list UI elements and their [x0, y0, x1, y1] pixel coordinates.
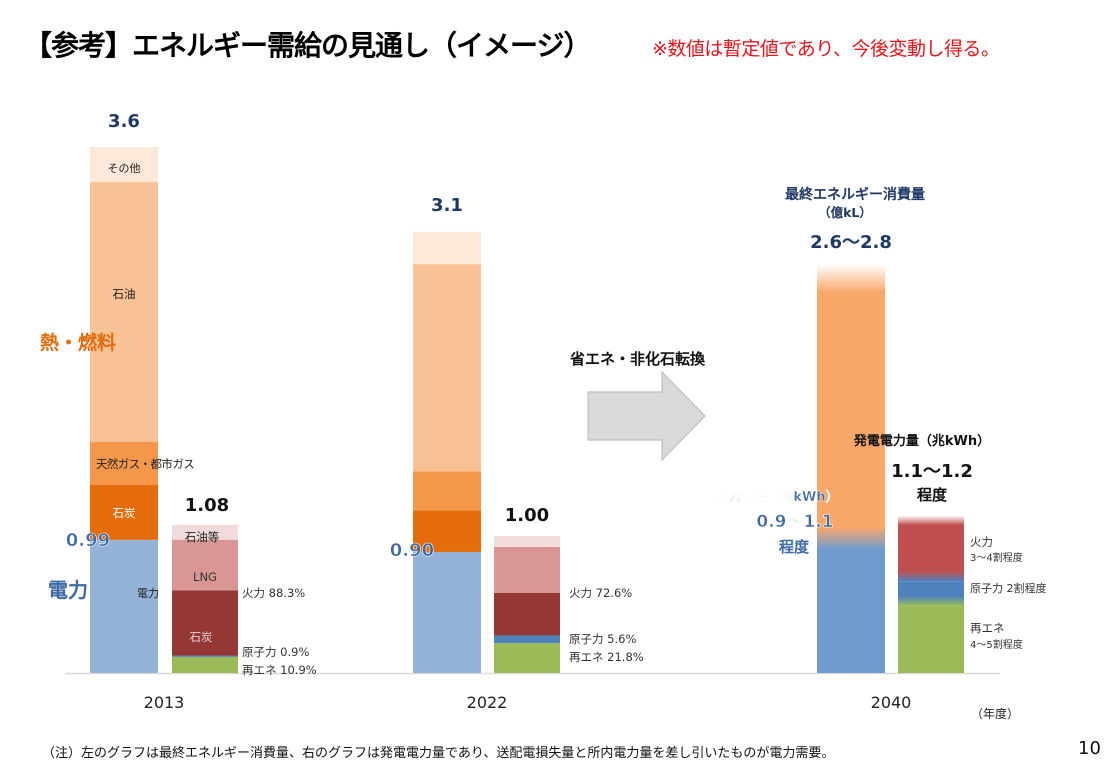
generation-bar-nuclear-2022 — [494, 635, 560, 644]
consumption-bar-other-2022 — [413, 231, 481, 265]
segment-label-gas-2013: 天然ガス・都市ガス — [96, 457, 194, 471]
projection-consumption-fade — [817, 264, 885, 293]
generation-bar-renewables-2022 — [494, 643, 560, 673]
x-tick-2022: 2022 — [467, 693, 508, 712]
consumption-bar-electricity-2022 — [413, 551, 481, 673]
x-tick-2013: 2013 — [144, 693, 185, 712]
thermal-share-2022: 火力 72.6% — [569, 586, 632, 600]
projection-renew-share: 4～5割程度 — [970, 638, 1023, 651]
projection-generation-suffix: 程度 — [917, 486, 948, 504]
consumption-bar-oil-2013 — [90, 182, 158, 442]
segment-label-lng-2013: LNG — [193, 570, 217, 584]
segment-label-oiletc-2013: 石油等 — [185, 530, 220, 544]
generation-bar-nuclear-2013 — [172, 655, 238, 657]
transition-arrow-icon — [587, 370, 706, 462]
generation-bar-renewables-2013 — [172, 656, 238, 673]
projection-nuclear-share: 原子力 2割程度 — [970, 581, 1047, 595]
x-tick-2040: 2040 — [871, 693, 912, 712]
generation-bar-gen_coal-2022 — [494, 592, 560, 636]
electricity-value-2013: 0.99 — [66, 530, 110, 551]
projection-demand-range: 0.9～1.1 — [756, 512, 833, 532]
segment-label-coal-2013: 石炭 — [113, 506, 136, 520]
projection-demand-suffix: 程度 — [779, 538, 810, 556]
projection-thermal-name: 火力 — [970, 535, 993, 549]
projection-generation-thermal-nuclear-blend — [898, 571, 964, 582]
renewables-share-2013: 再エネ 10.9% — [242, 663, 317, 677]
transition-arrow-label: 省エネ・非化石転換 — [569, 350, 706, 368]
generation-bar-gen_coal-2013 — [172, 590, 238, 656]
projection-consumption-transition — [817, 527, 885, 550]
thermal-share-2013: 火力 88.3% — [242, 586, 305, 600]
projection-consumption-title: 最終エネルギー消費量 — [785, 186, 925, 203]
consumption-bar-electricity-2013 — [90, 539, 158, 673]
projection-generation-title: 発電電力量（兆kWh） — [853, 433, 990, 449]
provisional-note: ※数値は暫定値であり、今後変動し得る。 — [652, 38, 1000, 60]
page-number: 10 — [1078, 738, 1101, 759]
nuclear-share-2022: 原子力 5.6% — [569, 632, 636, 646]
generation-bar-lng-2022 — [494, 546, 560, 593]
generation-bar-lng-2013 — [172, 539, 238, 591]
consumption-bar-coal-2013 — [90, 484, 158, 540]
total-2013-label: 3.6 — [108, 111, 140, 132]
projection-consumption-heat-fuel — [817, 291, 885, 529]
x-axis-unit-label: （年度） — [971, 706, 1019, 721]
page-title: 【参考】エネルギー需給の見通し（イメージ） — [24, 29, 591, 62]
footnote: （注）左のグラフは最終エネルギー消費量、右のグラフは発電電力量であり、送配電損失… — [42, 746, 835, 761]
renewables-share-2022: 再エネ 21.8% — [569, 650, 644, 664]
projection-generation-renewables — [898, 605, 964, 673]
projection-generation-nuclear-renew-blend — [898, 595, 964, 606]
projection-consumption-electricity — [817, 548, 885, 673]
total-2022-label: 3.1 — [431, 195, 463, 216]
electricity-value-2022: 0.90 — [390, 540, 434, 561]
heat-fuel-label: 熱・燃料 — [40, 331, 116, 354]
segment-label-oil-2013: 石油 — [113, 287, 136, 301]
generation-bar-oil_etc-2022 — [494, 536, 560, 547]
projection-generation-nuclear — [898, 581, 964, 597]
gen-total-2013-label: 1.08 — [185, 495, 229, 516]
nuclear-share-2013: 原子力 0.9% — [242, 645, 309, 659]
projection-renew-name: 再エネ — [970, 621, 1005, 635]
projection-generation-thermal — [898, 524, 964, 573]
projection-demand-title: 電力需要（兆kWh） — [715, 489, 838, 505]
gen-total-2022-label: 1.00 — [505, 505, 549, 526]
projection-thermal-share: 3～4割程度 — [970, 551, 1023, 564]
projection-consumption-total: 2.6～2.8 — [810, 232, 892, 253]
consumption-bar-oil-2022 — [413, 264, 481, 472]
projection-consumption-unit: （億kL） — [818, 205, 872, 220]
electricity-side-label: 電力 — [48, 578, 88, 602]
consumption-bar-coal-2022 — [413, 510, 481, 552]
projection-generation-fade — [898, 515, 964, 526]
consumption-bar-gas-2013 — [90, 441, 158, 485]
segment-label-gencoal-2013: 石炭 — [190, 630, 213, 644]
consumption-bar-gas-2022 — [413, 471, 481, 511]
segment-label-other-2013: その他 — [108, 162, 141, 175]
consumption-bar-other-2013 — [90, 147, 158, 183]
projection-generation-total: 1.1～1.2 — [891, 461, 973, 482]
segment-label-electricity-2013: 電力 — [137, 587, 159, 600]
generation-bar-oil_etc-2013 — [172, 524, 238, 540]
